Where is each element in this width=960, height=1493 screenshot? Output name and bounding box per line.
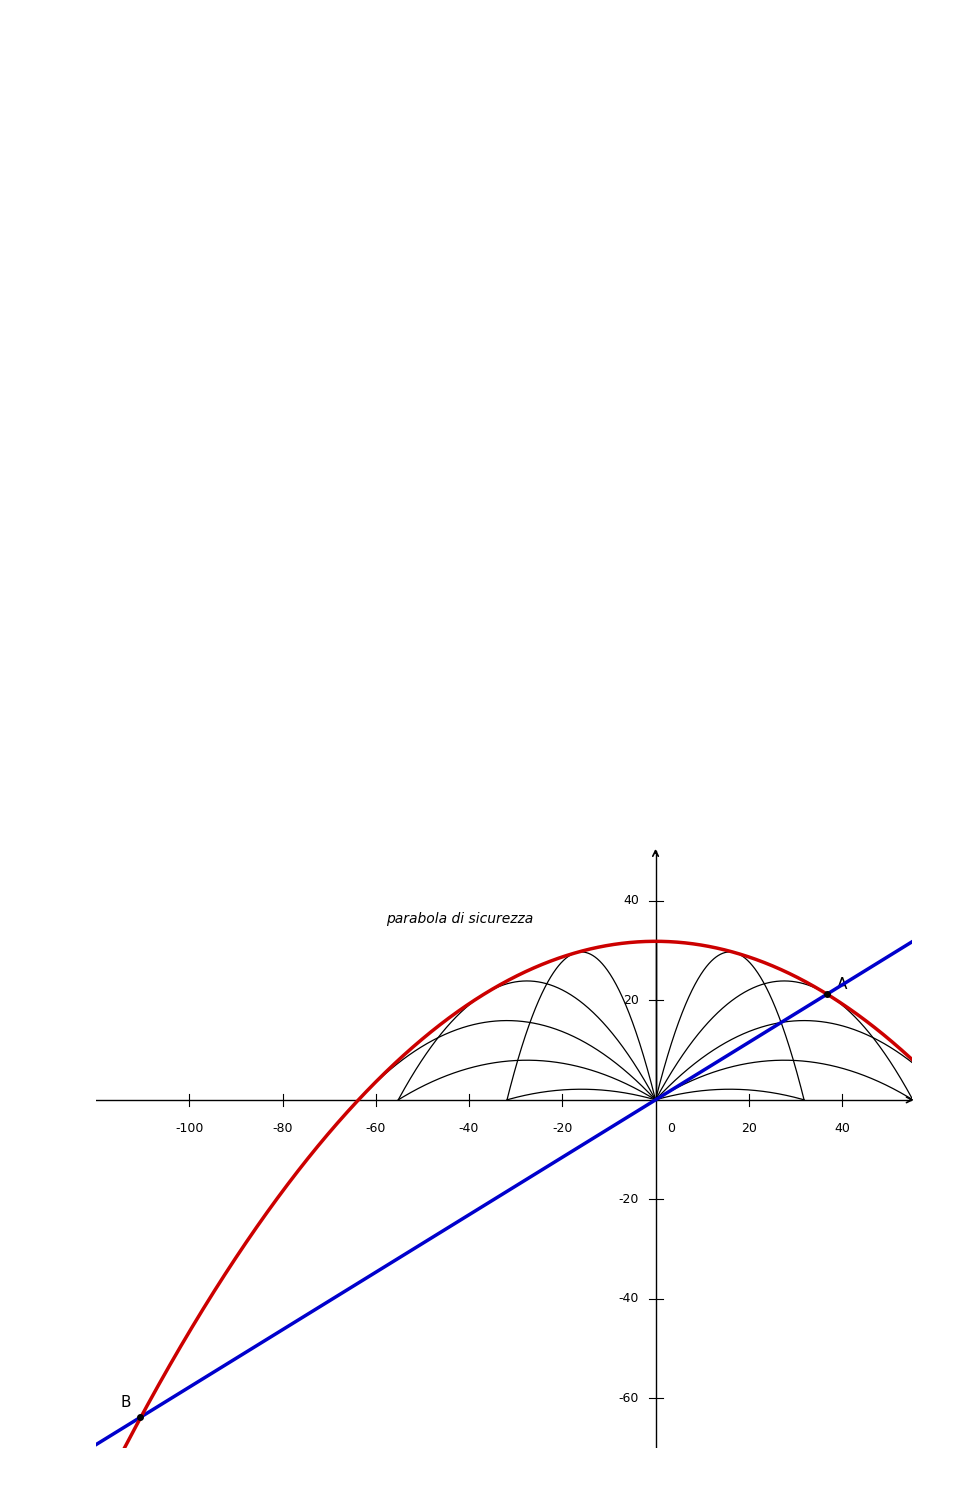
Text: -100: -100	[175, 1123, 204, 1135]
Text: -40: -40	[619, 1293, 639, 1305]
Text: 20: 20	[741, 1123, 756, 1135]
Text: 0: 0	[667, 1123, 675, 1135]
Text: -20: -20	[552, 1123, 572, 1135]
Text: A: A	[836, 976, 847, 991]
Text: B: B	[121, 1394, 132, 1409]
Text: parabola di sicurezza: parabola di sicurezza	[386, 912, 534, 926]
Text: -60: -60	[366, 1123, 386, 1135]
Text: 40: 40	[623, 894, 639, 908]
Text: -40: -40	[459, 1123, 479, 1135]
Text: 20: 20	[623, 994, 639, 1006]
Text: -60: -60	[619, 1391, 639, 1405]
Text: 40: 40	[834, 1123, 850, 1135]
Text: -20: -20	[619, 1193, 639, 1206]
Text: -80: -80	[273, 1123, 293, 1135]
